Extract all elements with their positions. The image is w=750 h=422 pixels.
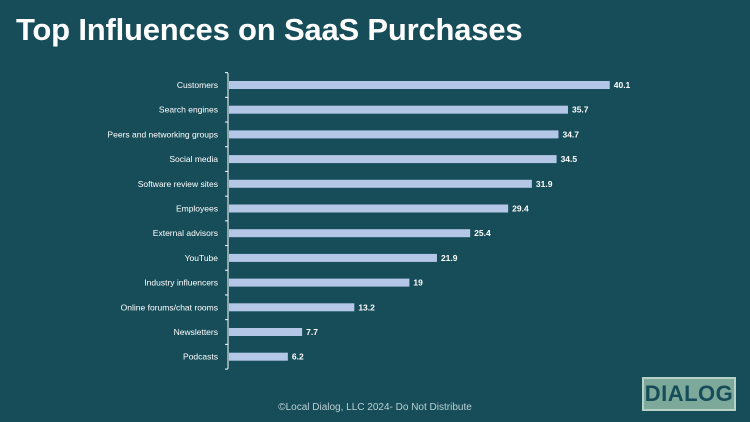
bar bbox=[229, 352, 288, 361]
bar bbox=[229, 155, 557, 164]
data-label: 13.2 bbox=[358, 302, 375, 312]
slide-title: Top Influences on SaaS Purchases bbox=[16, 12, 523, 47]
bar bbox=[229, 278, 410, 287]
bar bbox=[229, 204, 509, 213]
category-label: Online forums/chat rooms bbox=[121, 302, 218, 312]
bar bbox=[229, 81, 610, 89]
bar bbox=[229, 130, 559, 139]
category-label: YouTube bbox=[185, 253, 219, 263]
category-label: Customers bbox=[177, 80, 218, 90]
data-label: 19 bbox=[413, 278, 423, 288]
dialog-logo: DIALOG bbox=[642, 377, 736, 411]
bar bbox=[229, 253, 437, 262]
category-label: Social media bbox=[169, 154, 218, 164]
data-label: 21.9 bbox=[441, 253, 458, 263]
data-label: 34.5 bbox=[561, 154, 578, 164]
category-label: Software review sites bbox=[138, 179, 218, 189]
bar bbox=[229, 303, 355, 312]
category-label: Podcasts bbox=[183, 352, 218, 362]
category-label: Peers and networking groups bbox=[107, 129, 218, 139]
data-label: 35.7 bbox=[572, 105, 589, 115]
data-label: 29.4 bbox=[512, 204, 529, 214]
category-label: Newsletters bbox=[174, 327, 218, 337]
copyright-footer: ©Local Dialog, LLC 2024- Do Not Distribu… bbox=[278, 402, 472, 413]
data-label: 25.4 bbox=[474, 228, 491, 238]
bar bbox=[229, 105, 568, 114]
data-label: 34.7 bbox=[562, 129, 579, 139]
category-label: Industry influencers bbox=[144, 278, 218, 288]
category-label: Search engines bbox=[159, 105, 218, 115]
bar bbox=[229, 328, 303, 336]
category-label: Employees bbox=[176, 204, 218, 214]
data-label: 6.2 bbox=[292, 352, 304, 362]
data-label: 40.1 bbox=[614, 80, 631, 90]
data-label: 31.9 bbox=[536, 179, 553, 189]
bar bbox=[229, 179, 532, 188]
category-label: External advisors bbox=[153, 228, 218, 238]
data-label: 7.7 bbox=[306, 327, 318, 337]
bar bbox=[229, 229, 471, 238]
logo-text: DIALOG bbox=[644, 381, 734, 406]
